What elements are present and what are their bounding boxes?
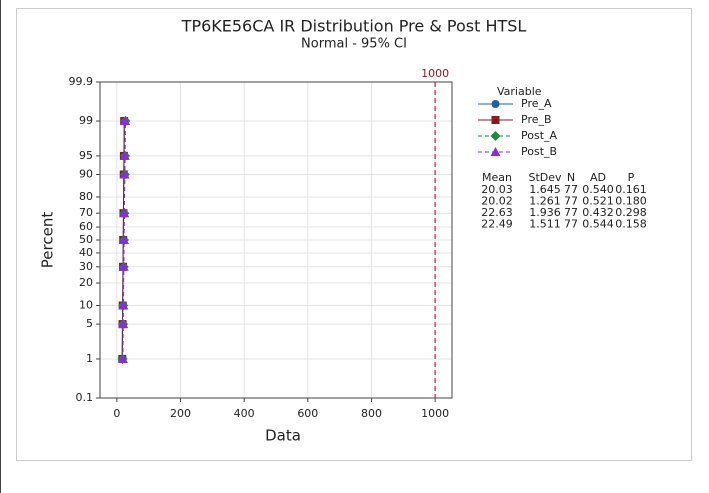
stats-header: Mean xyxy=(482,171,512,184)
y-tick-label: 60 xyxy=(79,220,93,233)
y-tick-label: 1 xyxy=(86,352,93,365)
legend-marker xyxy=(491,100,500,108)
y-tick-label: 5 xyxy=(86,317,93,330)
stats-cell: 0.521 xyxy=(582,195,614,208)
legend-label: Pre_B xyxy=(521,113,552,126)
stats-cell: 1.645 xyxy=(529,183,561,196)
stats-cell: 77 xyxy=(564,183,578,196)
x-tick-label: 800 xyxy=(361,407,382,420)
stats-cell: 1.511 xyxy=(529,218,561,231)
data-point xyxy=(120,116,131,126)
legend-label: Post_A xyxy=(521,129,558,142)
data-point xyxy=(117,353,128,363)
stats-cell: 0.544 xyxy=(582,218,614,231)
legend-marker xyxy=(490,131,501,141)
data-point xyxy=(118,300,129,310)
data-point xyxy=(119,208,130,218)
data-point xyxy=(118,319,129,329)
y-tick-label: 95 xyxy=(79,149,93,162)
y-tick-label: 40 xyxy=(79,246,93,259)
y-tick-label: 10 xyxy=(79,299,93,312)
y-tick-label: 99 xyxy=(79,114,93,127)
stats-cell: 1.261 xyxy=(529,195,561,208)
x-tick-label: 400 xyxy=(234,407,255,420)
legend-title: Variable xyxy=(497,85,542,98)
y-axis-label: Percent xyxy=(39,212,57,269)
data-point xyxy=(119,235,130,244)
series-line xyxy=(122,121,126,359)
stats-cell: 0.158 xyxy=(615,218,647,231)
y-tick-label: 30 xyxy=(79,260,93,273)
stats-cell: 0.180 xyxy=(615,195,647,208)
x-tick-label: 200 xyxy=(170,407,191,420)
chart-subtitle: Normal - 95% CI xyxy=(301,37,407,52)
stats-header: P xyxy=(628,171,635,184)
stats-header: N xyxy=(567,171,575,184)
legend-label: Pre_A xyxy=(521,97,552,110)
legend-marker xyxy=(491,116,500,124)
stats-cell: 77 xyxy=(564,218,578,231)
y-tick-label: 90 xyxy=(79,167,93,180)
stats-cell: 20.02 xyxy=(481,195,513,208)
x-tick-label: 1000 xyxy=(421,407,449,420)
plot-border xyxy=(99,81,453,399)
y-tick-label: 70 xyxy=(79,206,93,219)
legend-marker xyxy=(490,147,501,156)
stats-header: StDev xyxy=(528,171,562,184)
stats-cell: 0.161 xyxy=(615,183,647,196)
stats-cell: 0.540 xyxy=(582,183,614,196)
stats-cell: 22.63 xyxy=(481,206,513,219)
data-point xyxy=(119,150,130,160)
y-tick-label: 99.9 xyxy=(69,75,94,88)
y-tick-label: 80 xyxy=(79,190,93,203)
data-point xyxy=(119,169,130,179)
stats-cell: 0.298 xyxy=(615,206,647,219)
stats-cell: 22.49 xyxy=(481,218,513,231)
x-tick-label: 0 xyxy=(113,407,120,420)
x-axis-label: Data xyxy=(265,427,301,445)
y-tick-label: 20 xyxy=(79,276,93,289)
y-tick-label: 0.1 xyxy=(76,391,94,404)
stats-header: AD xyxy=(590,171,606,184)
reference-label: 1000 xyxy=(421,67,449,80)
stats-cell: 20.03 xyxy=(481,183,513,196)
stats-cell: 77 xyxy=(564,195,578,208)
x-tick-label: 600 xyxy=(297,407,318,420)
chart-title: TP6KE56CA IR Distribution Pre & Post HTS… xyxy=(181,17,527,36)
y-tick-label: 50 xyxy=(79,233,93,246)
stats-cell: 1.936 xyxy=(529,206,561,219)
data-point xyxy=(118,261,129,271)
legend-label: Post_B xyxy=(521,145,557,158)
stats-cell: 77 xyxy=(564,206,578,219)
stats-cell: 0.432 xyxy=(582,206,614,219)
